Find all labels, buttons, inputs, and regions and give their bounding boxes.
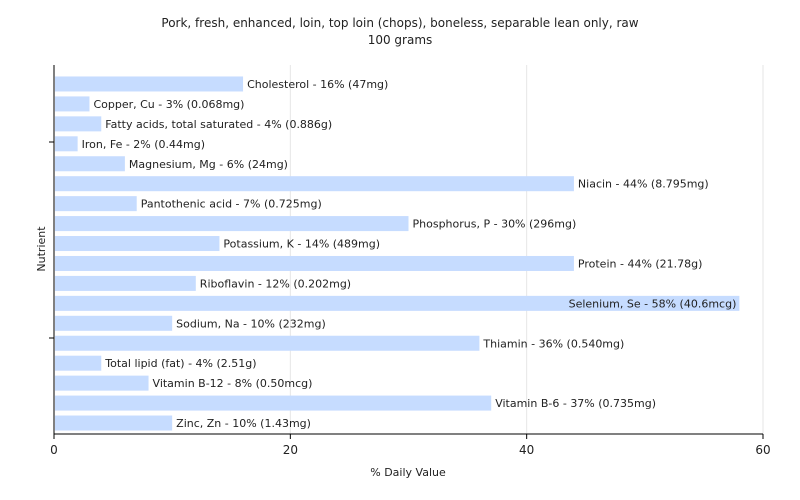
chart-title: Pork, fresh, enhanced, loin, top loin (c… bbox=[161, 16, 638, 30]
bar bbox=[55, 315, 173, 331]
bar-label: Niacin - 44% (8.795mg) bbox=[578, 178, 709, 191]
bar bbox=[55, 136, 78, 152]
bar-label: Sodium, Na - 10% (232mg) bbox=[176, 317, 326, 330]
bar-label: Cholesterol - 16% (47mg) bbox=[247, 78, 388, 91]
bar-label: Phosphorus, P - 30% (296mg) bbox=[413, 218, 577, 231]
bar bbox=[55, 295, 740, 311]
bar bbox=[55, 236, 220, 252]
bar bbox=[55, 275, 196, 291]
bar-label: Protein - 44% (21.78g) bbox=[578, 257, 703, 270]
bar-label: Vitamin B-6 - 37% (0.735mg) bbox=[495, 397, 656, 410]
bar bbox=[55, 76, 244, 92]
bar-label: Vitamin B-12 - 8% (0.50mcg) bbox=[153, 377, 313, 390]
chart-subtitle: 100 grams bbox=[368, 33, 433, 47]
bar-label: Fatty acids, total saturated - 4% (0.886… bbox=[105, 118, 332, 131]
bar bbox=[55, 196, 137, 212]
bar-label: Total lipid (fat) - 4% (2.51g) bbox=[104, 357, 256, 370]
x-tick-label: 60 bbox=[755, 443, 770, 457]
bar-label: Riboflavin - 12% (0.202mg) bbox=[200, 277, 351, 290]
bar bbox=[55, 176, 574, 192]
bar bbox=[55, 156, 125, 172]
bar bbox=[55, 395, 492, 411]
x-axis-ticks: 0 20 40 60 bbox=[50, 434, 771, 457]
x-axis-label: % Daily Value bbox=[370, 466, 446, 479]
bar bbox=[55, 255, 574, 271]
bar-label: Pantothenic acid - 7% (0.725mg) bbox=[141, 198, 322, 211]
bar bbox=[55, 116, 102, 132]
bar-label: Copper, Cu - 3% (0.068mg) bbox=[93, 98, 244, 111]
bar-label: Potassium, K - 14% (489mg) bbox=[223, 238, 380, 251]
bar bbox=[55, 415, 173, 431]
bar bbox=[55, 335, 480, 351]
bar-label: Iron, Fe - 2% (0.44mg) bbox=[82, 138, 205, 151]
bar-label: Magnesium, Mg - 6% (24mg) bbox=[129, 158, 288, 171]
bar-label: Zinc, Zn - 10% (1.43mg) bbox=[176, 417, 311, 430]
bars-group bbox=[55, 76, 740, 431]
x-tick-label: 20 bbox=[283, 443, 298, 457]
gridlines bbox=[289, 65, 764, 434]
x-tick-label: 40 bbox=[519, 443, 534, 457]
bar-label: Selenium, Se - 58% (40.6mcg) bbox=[569, 297, 737, 310]
y-axis-label: Nutrient bbox=[35, 226, 48, 272]
bar-label: Thiamin - 36% (0.540mg) bbox=[482, 337, 624, 350]
bar bbox=[55, 96, 90, 112]
bar-labels-group: Cholesterol - 16% (47mg)Copper, Cu - 3% … bbox=[82, 78, 737, 430]
x-tick-label: 0 bbox=[50, 443, 58, 457]
bar bbox=[55, 355, 102, 371]
bar bbox=[55, 216, 409, 232]
bar bbox=[55, 375, 149, 391]
